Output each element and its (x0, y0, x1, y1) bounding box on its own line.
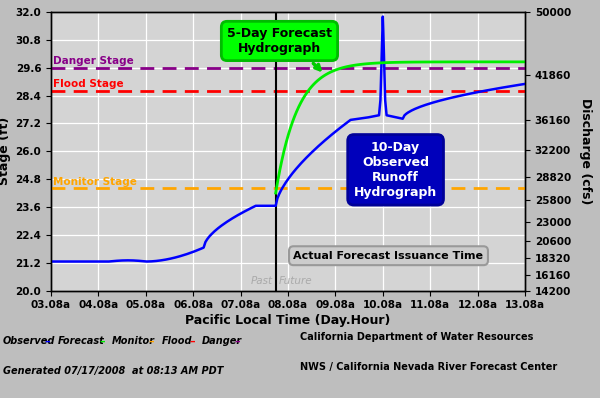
Text: Flood: Flood (162, 336, 193, 346)
Y-axis label: Discharge (cfs): Discharge (cfs) (580, 98, 592, 205)
Text: Monitor Stage: Monitor Stage (53, 177, 137, 187)
Text: Flood Stage: Flood Stage (53, 79, 124, 89)
Text: –: – (234, 336, 239, 346)
Text: –: – (44, 336, 50, 346)
Text: Future: Future (278, 276, 312, 287)
Text: Generated 07/17/2008  at 08:13 AM PDT: Generated 07/17/2008 at 08:13 AM PDT (3, 366, 223, 376)
Text: –: – (149, 336, 154, 346)
Text: Forecast: Forecast (58, 336, 104, 346)
Text: 5-Day Forecast
Hydrograph: 5-Day Forecast Hydrograph (227, 27, 332, 70)
Text: California Department of Water Resources: California Department of Water Resources (300, 332, 533, 342)
Text: 10-Day
Observed
Runoff
Hydrograph: 10-Day Observed Runoff Hydrograph (354, 141, 437, 199)
Y-axis label: Stage (ft): Stage (ft) (0, 117, 11, 185)
Text: –: – (189, 336, 194, 346)
Text: Danger: Danger (202, 336, 242, 346)
Text: Monitor: Monitor (112, 336, 155, 346)
Text: NWS / California Nevada River Forecast Center: NWS / California Nevada River Forecast C… (300, 362, 557, 372)
X-axis label: Pacific Local Time (Day.Hour): Pacific Local Time (Day.Hour) (185, 314, 391, 328)
Text: Actual Forecast Issuance Time: Actual Forecast Issuance Time (293, 251, 484, 261)
Text: Past: Past (251, 276, 273, 287)
Text: Observed: Observed (3, 336, 55, 346)
Text: Danger Stage: Danger Stage (53, 56, 134, 66)
Text: –: – (99, 336, 104, 346)
